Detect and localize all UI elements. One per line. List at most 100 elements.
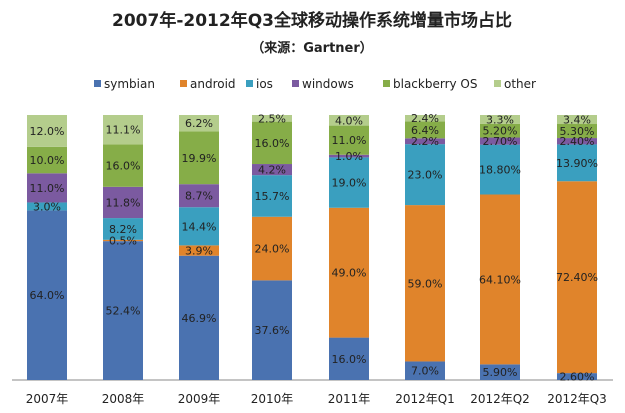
bar-segment [480,123,520,138]
legend-swatch [494,80,501,87]
data-label: 7.0% [411,365,439,378]
data-label: 0.5% [109,234,137,247]
chart-subtitle: （来源：Gartner） [251,40,373,56]
data-label: 11.8% [106,196,141,209]
bar-segment [405,138,445,145]
data-label: 2.60% [560,371,595,384]
data-label: 2.5% [258,112,286,125]
bar-segment [252,121,292,165]
legend-swatch [246,80,253,87]
category-label: 2012年Q2 [470,392,530,406]
bar-segment [480,194,520,365]
bar-segment [252,175,292,217]
bar-segment [557,373,597,380]
bar-segment [405,361,445,380]
bar-segment [179,115,219,132]
legend-label: other [504,77,536,91]
bar-segment [27,146,67,174]
bar-segment [252,216,292,281]
bar-segment [179,207,219,246]
bar-segment [179,255,219,380]
data-label: 12.0% [30,125,65,138]
legend-swatch [292,80,299,87]
bar-segment [480,144,520,195]
bars-group: 64.0% 3.0% 11.0% 10.0% 12.0% 52.4% 0.5%8.2% 11.… [27,112,598,384]
bar-segment [179,184,219,208]
bar-segment [103,241,143,380]
data-label: 2.70% [483,135,518,148]
data-label: 24.0% [255,243,290,256]
bar-segment [405,121,445,139]
bar-segment [329,154,369,158]
category-label: 2010年 [251,392,294,406]
data-label: 13.90% [556,157,598,170]
bar-segment [103,218,143,240]
category-label: 2007年 [26,392,69,406]
data-label: 64.10% [479,273,521,286]
data-label: 15.7% [255,190,290,203]
data-label: 23.0% [408,169,443,182]
bar-segment [405,205,445,362]
data-label: 11.0% [332,134,367,147]
data-label: 72.40% [556,271,598,284]
data-label: 2.40% [560,135,595,148]
data-label: 37.6% [255,324,290,337]
bar-segment [103,144,143,187]
bar-segment [179,131,219,185]
data-label: 5.30% [560,125,595,138]
category-label: 2012年Q1 [395,392,455,406]
data-label: 5.90% [483,366,518,379]
legend-label: blackberry OS [393,77,478,91]
bar-segment [27,202,67,211]
data-label: 4.0% [335,114,363,127]
bar-segment [103,115,143,145]
bar-segment [480,137,520,145]
data-label: 3.0% [33,200,61,213]
legend-label: symbian [104,77,155,91]
data-label: 10.0% [30,154,65,167]
bar-segment [252,115,292,122]
category-label: 2009年 [178,392,221,406]
data-label: 18.80% [479,164,521,177]
bar-segment [252,164,292,176]
bar-segment [179,245,219,256]
bar-segment [557,144,597,182]
legend-swatch [180,80,187,87]
data-label: 6.4% [411,124,439,137]
data-label: 64.0% [30,289,65,302]
bar-segment [557,138,597,145]
data-label: 2.4% [411,112,439,125]
data-label: 3.4% [563,114,591,127]
bar-segment [557,115,597,125]
bar-segment [329,125,369,155]
category-label: 2011年 [328,392,371,406]
data-label: 2.2% [411,135,439,148]
data-label: 11.0% [30,182,65,195]
bar-segment [329,207,369,338]
chart-title: 2007年-2012年Q3全球移动操作系统增量市场占比 [112,10,512,31]
data-label: 8.2% [109,223,137,236]
bar-segment [103,186,143,219]
data-label: 49.0% [332,267,367,280]
data-label: 59.0% [408,277,443,290]
data-label: 16.0% [255,137,290,150]
bar-segment [557,124,597,139]
data-label: 11.1% [106,124,141,137]
data-label: 19.9% [182,152,217,165]
bar-segment [329,337,369,380]
bar-segment [329,115,369,126]
legend-label: ios [256,77,273,91]
bar-segment [27,210,67,380]
data-label: 16.0% [332,353,367,366]
legend-label: windows [302,77,354,91]
data-label: 6.2% [185,117,213,130]
bar-segment [480,364,520,380]
data-label: 5.20% [483,125,518,138]
category-labels: 2007年 2008年 2009年 2010年 2011年 2012年Q1 2012年Q2 2… [26,392,607,406]
data-label: 3.9% [185,245,213,258]
category-label: 2012年Q3 [547,392,607,406]
data-label: 14.4% [182,220,217,233]
bar-segment [405,115,445,122]
bar-segment [103,239,143,242]
